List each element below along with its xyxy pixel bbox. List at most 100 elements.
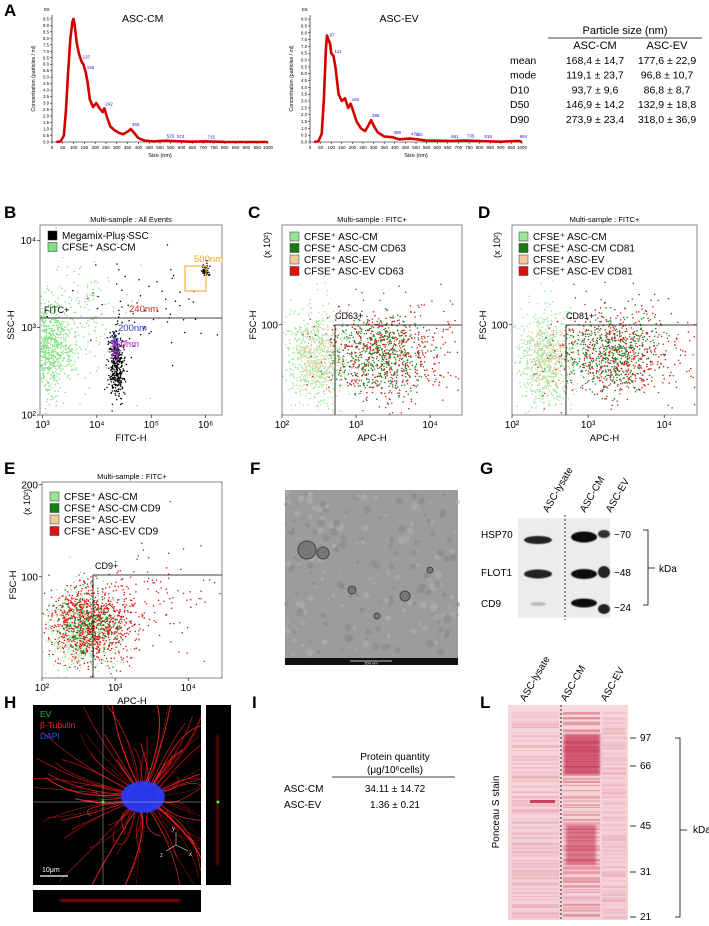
- event-dot: [446, 386, 448, 388]
- event-dot: [47, 357, 49, 359]
- event-dot: [418, 334, 420, 336]
- event-dot: [544, 366, 546, 368]
- event-dot: [420, 366, 422, 368]
- event-dot: [520, 361, 522, 363]
- em-particle: [359, 607, 365, 613]
- em-particle: [340, 604, 344, 608]
- event-dot: [551, 361, 553, 363]
- event-dot: [558, 363, 560, 365]
- event-dot: [379, 376, 381, 378]
- ponceau-band: [512, 916, 559, 918]
- event-dot: [392, 350, 394, 352]
- event-dot: [60, 348, 62, 350]
- ponceau-band: [512, 892, 559, 894]
- event-dot: [41, 356, 43, 358]
- event-dot: [311, 385, 313, 387]
- event-dot: [539, 348, 541, 350]
- event-dot: [337, 364, 339, 366]
- event-dot: [312, 336, 314, 338]
- ponceau-band: [602, 717, 626, 720]
- event-dot: [87, 284, 89, 286]
- event-dot: [363, 343, 365, 345]
- event-dot: [306, 367, 308, 369]
- event-dot: [323, 340, 325, 342]
- em-particle: [309, 571, 312, 574]
- event-dot: [71, 350, 73, 352]
- x-tick-label: 800: [221, 145, 229, 150]
- event-dot: [50, 399, 52, 401]
- event-dot: [573, 388, 575, 390]
- event-dot: [56, 354, 58, 356]
- event-dot: [556, 343, 558, 345]
- event-dot: [582, 388, 584, 390]
- event-dot: [44, 325, 46, 327]
- event-dot: [574, 359, 576, 361]
- event-dot: [421, 360, 423, 362]
- x-tick-label: 500: [156, 145, 164, 150]
- event-dot: [523, 368, 525, 370]
- event-dot: [298, 339, 300, 341]
- event-dot: [108, 375, 110, 377]
- event-dot: [387, 403, 389, 405]
- event-dot: [405, 327, 407, 329]
- event-dot: [368, 353, 370, 355]
- em-particle: [440, 613, 445, 618]
- event-dot: [389, 390, 391, 392]
- event-dot: [379, 337, 381, 339]
- y-tick-label: 5.0: [43, 75, 50, 80]
- em-particle: [450, 549, 455, 554]
- chart-title: ASC-CM: [122, 13, 163, 25]
- event-dot: [71, 348, 73, 350]
- event-dot: [533, 321, 535, 323]
- event-dot: [540, 374, 542, 376]
- chart-title: ASC-EV: [379, 13, 418, 25]
- event-dot: [305, 333, 307, 335]
- em-particle: [287, 562, 292, 567]
- legend-label: CFSE⁺ ASC-CM: [304, 232, 378, 243]
- event-dot: [415, 369, 417, 371]
- peak-label: 526: [167, 134, 175, 139]
- event-dot: [307, 385, 309, 387]
- event-dot: [379, 331, 381, 333]
- event-dot: [64, 392, 66, 394]
- event-dot: [605, 361, 607, 363]
- em-particle: [456, 602, 460, 606]
- event-dot: [309, 357, 311, 359]
- legend-label: CFSE⁺ ASC-EV CD63: [304, 267, 404, 278]
- event-dot: [555, 390, 557, 392]
- event-dot: [402, 346, 404, 348]
- event-dot: [42, 319, 44, 321]
- y-tick-label: 3.5: [301, 92, 308, 97]
- y-tick-label: 1.0: [43, 127, 50, 132]
- event-dot: [119, 314, 121, 316]
- event-dot: [113, 333, 115, 335]
- event-dot: [570, 350, 572, 352]
- peak-label: 389: [393, 130, 401, 135]
- event-dot: [434, 332, 436, 334]
- event-dot: [404, 352, 406, 354]
- event-dot: [332, 354, 334, 356]
- em-scale-label: 200 nm: [364, 661, 378, 666]
- event-dot: [299, 337, 301, 339]
- event-dot: [534, 346, 536, 348]
- event-dot: [59, 326, 61, 328]
- em-particle: [393, 587, 396, 590]
- event-dot: [519, 371, 521, 373]
- ponceau-band: [602, 784, 626, 786]
- event-dot: [111, 381, 113, 383]
- event-dot: [113, 387, 115, 389]
- event-dot: [553, 330, 555, 332]
- event-dot: [330, 364, 332, 366]
- event-dot: [373, 327, 375, 329]
- event-dot: [544, 370, 546, 372]
- event-dot: [56, 369, 58, 371]
- event-dot: [295, 404, 297, 406]
- y-axis-label: Concentration (particles / ml): [289, 45, 295, 112]
- x-tick-label: 450: [402, 145, 410, 150]
- em-particle: [362, 525, 369, 532]
- event-dot: [307, 364, 309, 366]
- event-dot: [313, 329, 315, 331]
- event-dot: [333, 320, 335, 322]
- event-dot: [175, 300, 177, 302]
- event-dot: [333, 371, 335, 373]
